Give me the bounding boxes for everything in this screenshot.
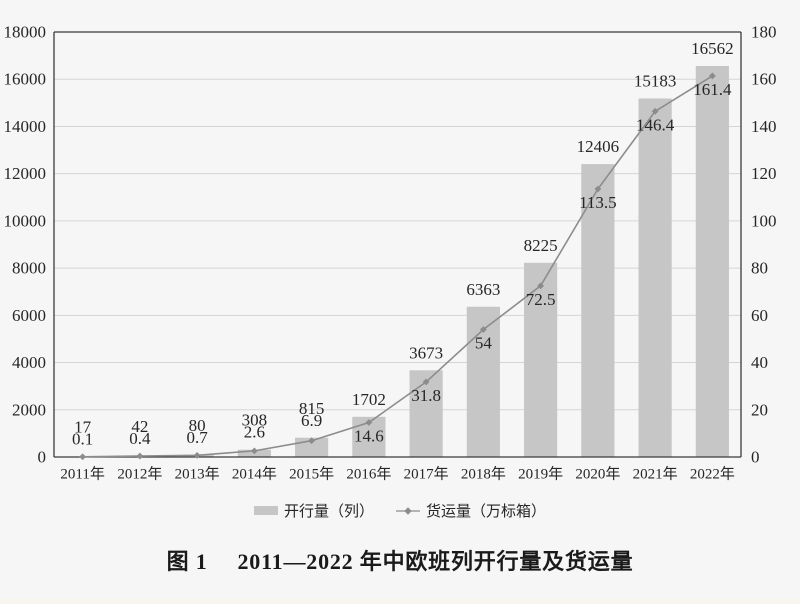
svg-text:40: 40	[751, 353, 768, 372]
svg-text:80: 80	[751, 259, 768, 278]
svg-text:15183: 15183	[634, 72, 677, 91]
svg-text:2014年: 2014年	[232, 466, 277, 483]
svg-text:16562: 16562	[691, 39, 734, 58]
svg-text:2022年: 2022年	[690, 466, 735, 483]
svg-text:2015年: 2015年	[289, 466, 334, 483]
svg-text:12000: 12000	[4, 164, 47, 183]
svg-text:31.8: 31.8	[411, 386, 441, 405]
svg-text:6000: 6000	[12, 306, 46, 325]
svg-text:2019年: 2019年	[518, 466, 563, 483]
svg-text:113.5: 113.5	[579, 193, 617, 212]
svg-text:100: 100	[751, 211, 777, 230]
svg-text:2011年: 2011年	[60, 466, 104, 483]
svg-text:120: 120	[751, 164, 777, 183]
svg-text:2013年: 2013年	[175, 466, 220, 483]
svg-text:20: 20	[751, 400, 768, 419]
svg-text:180: 180	[751, 23, 777, 42]
svg-text:1702: 1702	[352, 390, 386, 409]
svg-text:6.9: 6.9	[301, 411, 322, 430]
svg-text:0: 0	[751, 448, 760, 467]
svg-text:140: 140	[751, 117, 777, 136]
svg-text:72.5: 72.5	[526, 290, 556, 309]
svg-text:2021年: 2021年	[633, 466, 678, 483]
svg-text:60: 60	[751, 306, 768, 325]
svg-text:8000: 8000	[12, 259, 46, 278]
svg-text:8225: 8225	[524, 236, 558, 255]
svg-text:18000: 18000	[4, 23, 47, 42]
svg-text:0.1: 0.1	[72, 430, 93, 449]
svg-text:10000: 10000	[4, 211, 47, 230]
svg-text:14.6: 14.6	[354, 427, 384, 446]
svg-text:16000: 16000	[4, 70, 47, 89]
svg-text:2020年: 2020年	[575, 466, 620, 483]
svg-text:0.4: 0.4	[129, 429, 151, 448]
svg-text:2016年: 2016年	[346, 466, 391, 483]
svg-text:2017年: 2017年	[404, 466, 449, 483]
svg-text:2000: 2000	[12, 400, 46, 419]
svg-text:3673: 3673	[409, 343, 443, 362]
svg-text:2018年: 2018年	[461, 466, 506, 483]
svg-text:0.7: 0.7	[186, 428, 208, 447]
svg-text:146.4: 146.4	[636, 115, 675, 134]
svg-text:2012年: 2012年	[117, 466, 162, 483]
svg-text:4000: 4000	[12, 353, 46, 372]
svg-text:2.6: 2.6	[244, 423, 265, 442]
svg-text:12406: 12406	[577, 137, 620, 156]
svg-text:161.4: 161.4	[693, 80, 732, 99]
svg-text:0: 0	[38, 448, 47, 467]
svg-text:14000: 14000	[4, 117, 47, 136]
svg-text:54: 54	[475, 334, 493, 353]
svg-text:160: 160	[751, 70, 777, 89]
svg-text:6363: 6363	[466, 280, 500, 299]
